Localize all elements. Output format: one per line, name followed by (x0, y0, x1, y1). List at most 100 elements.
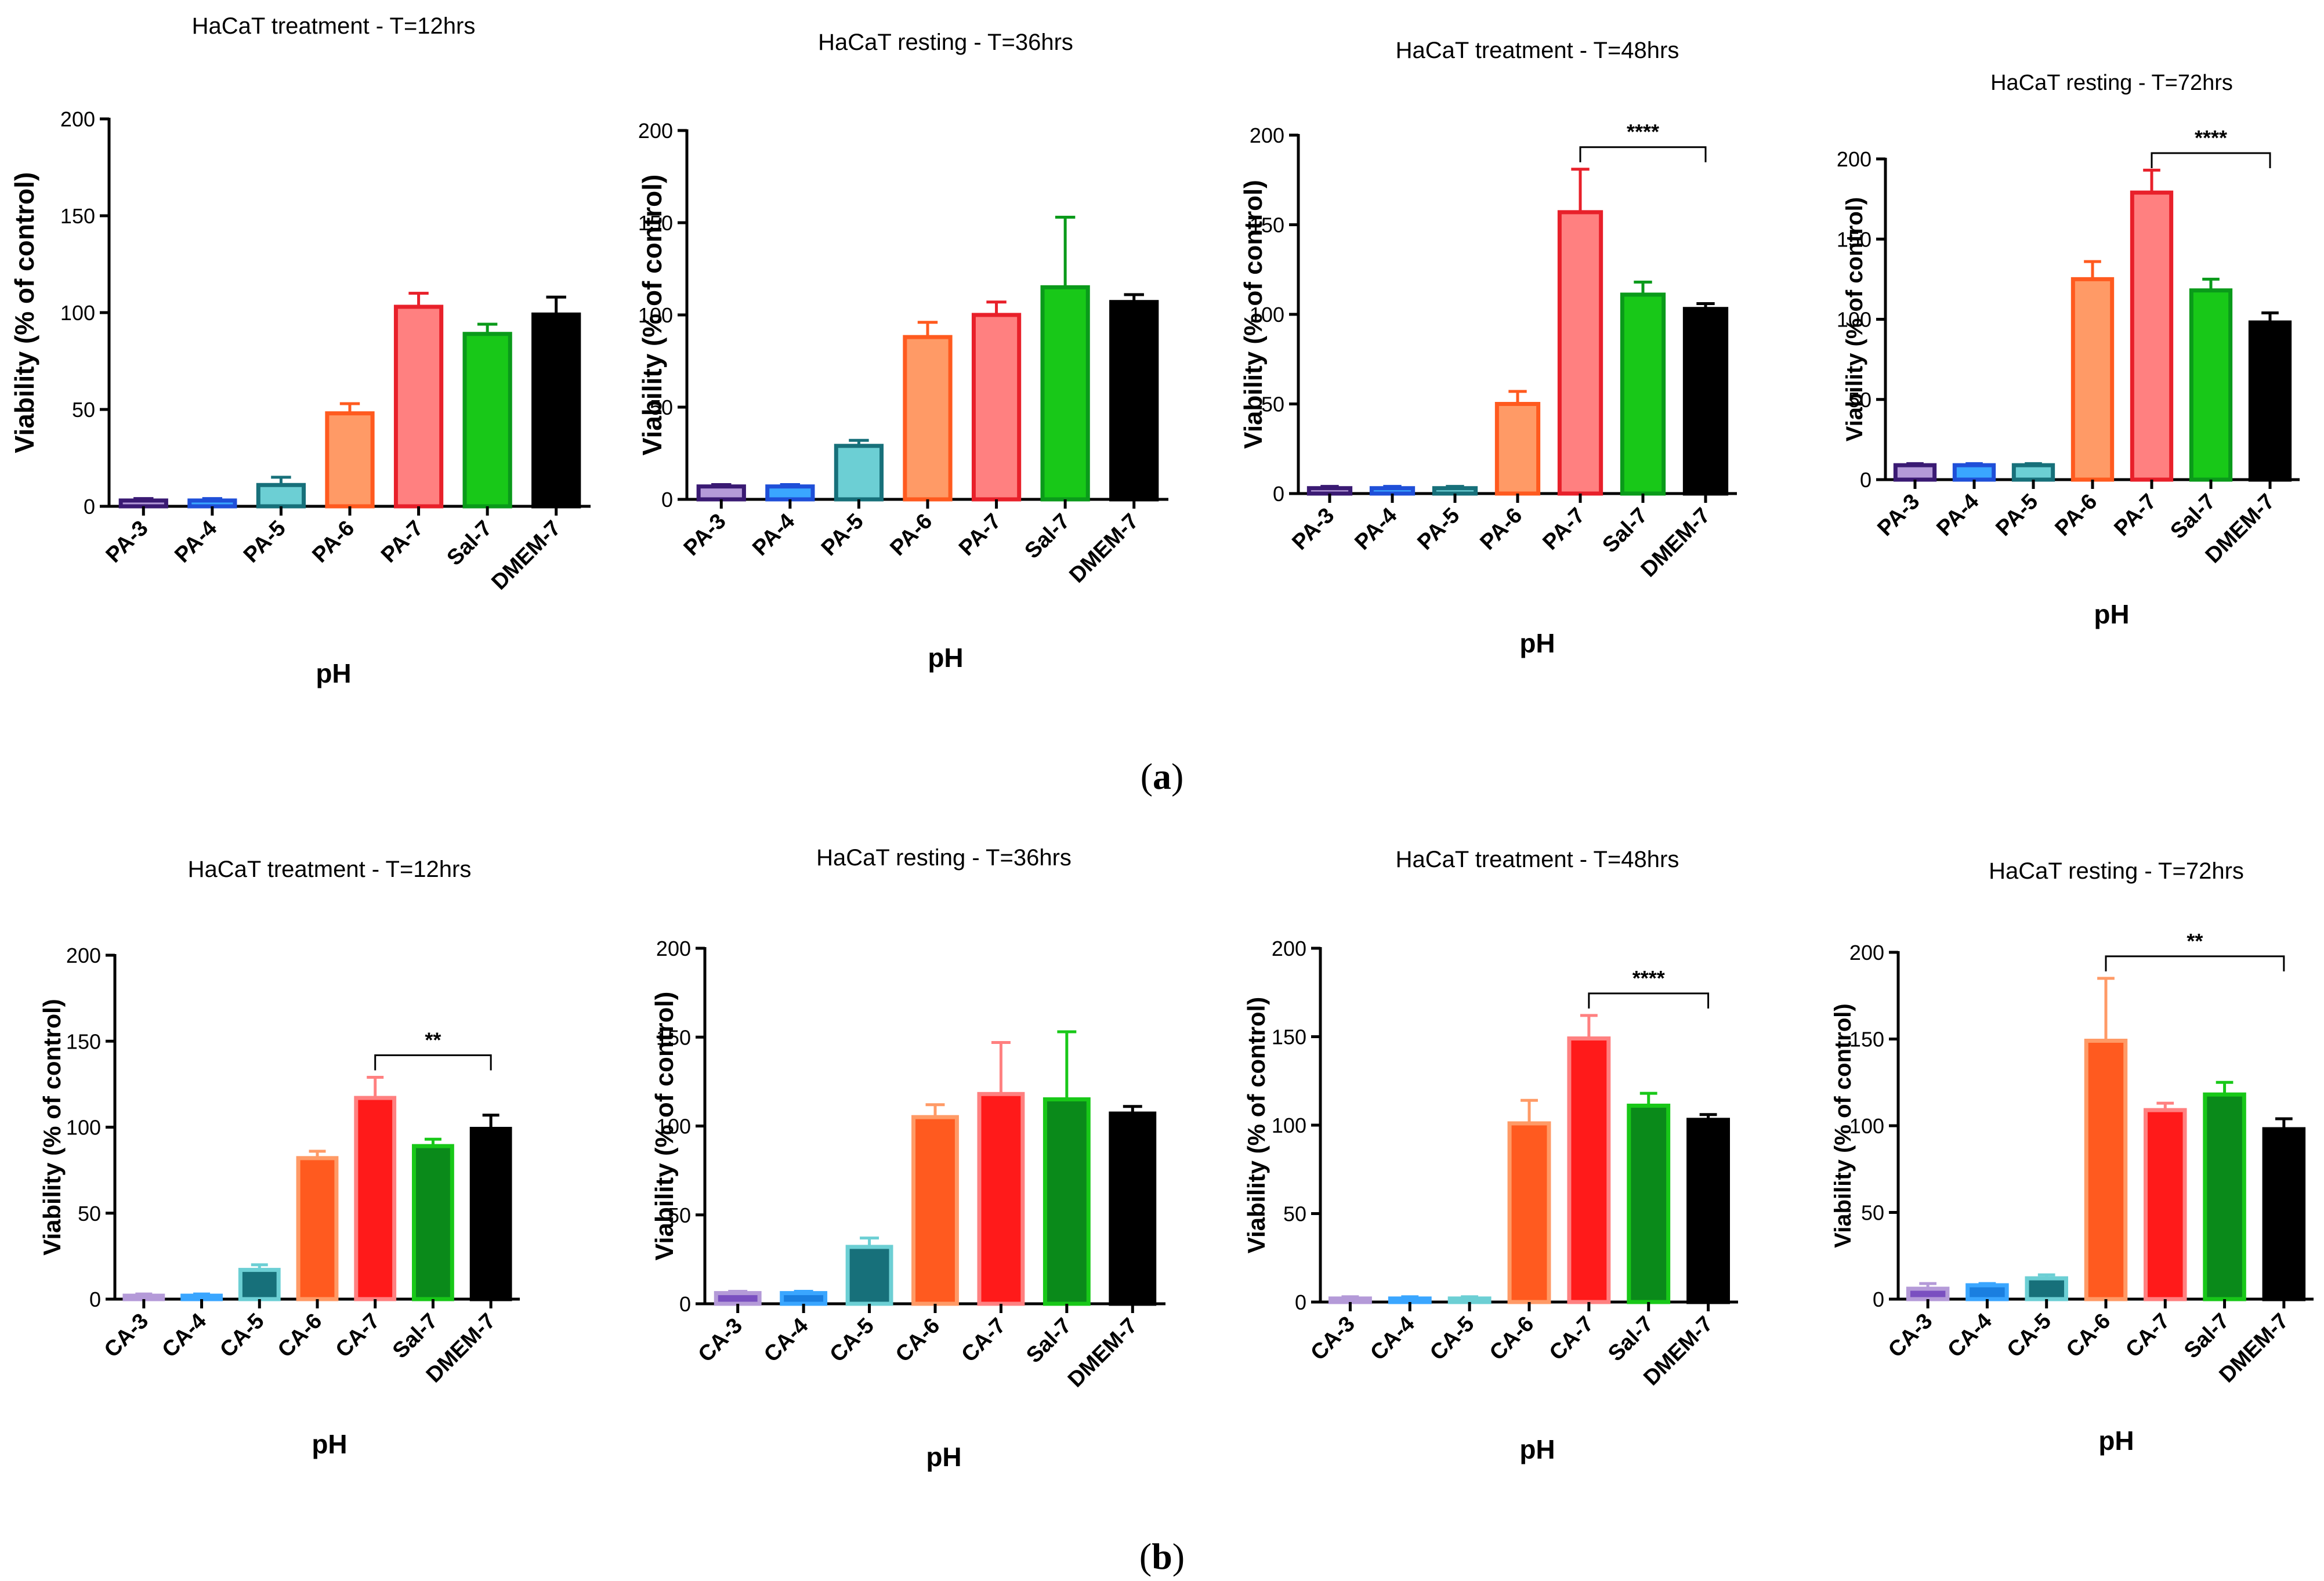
y-axis-label: Viability (% of control) (9, 172, 39, 454)
bar-PA-7 (393, 304, 444, 509)
bar-Sal-7 (2203, 1092, 2246, 1301)
y-tick-label: 50 (1848, 388, 1871, 412)
x-tick-label: PA-7 (377, 516, 428, 568)
x-tick-label: PA-5 (1991, 489, 2043, 541)
y-tick-label: 0 (661, 488, 673, 512)
significance-bracket (2151, 152, 2271, 168)
bar-Sal-7 (462, 332, 512, 509)
bar-CA-4 (180, 1293, 223, 1301)
y-tick-label: 150 (1837, 227, 1871, 251)
x-tick-label: Sal-7 (388, 1309, 443, 1364)
x-tick-label: PA-4 (1932, 489, 1983, 541)
bar-PA-6 (1494, 402, 1541, 496)
bar-DMEM-7 (2262, 1127, 2306, 1301)
x-tick-label: CA-3 (1306, 1312, 1359, 1365)
bar-Sal-7 (1620, 292, 1666, 496)
significance-bracket (2105, 955, 2285, 971)
x-axis-label: pH (316, 658, 351, 688)
significance-label: **** (1632, 966, 1665, 990)
y-tick-label: 0 (679, 1292, 691, 1316)
bar-CA-5 (2025, 1276, 2068, 1301)
y-axis-label: Viability (% of control) (1243, 997, 1270, 1254)
x-tick-label: CA-6 (1485, 1312, 1539, 1365)
y-tick-label: 150 (1250, 213, 1284, 237)
y-tick-label: 0 (1860, 468, 1871, 492)
x-tick-label: PA-6 (1475, 503, 1527, 555)
y-tick-label: 150 (638, 211, 673, 235)
y-tick-label: 0 (1295, 1290, 1306, 1314)
significance-label: **** (2195, 126, 2227, 150)
significance-bracket (1579, 146, 1707, 162)
y-tick-label: 50 (78, 1202, 101, 1225)
chart-title: HaCaT treatment - T=48hrs (1396, 38, 1679, 63)
chart-title: HaCaT treatment - T=48hrs (1396, 847, 1679, 872)
bar-Sal-7 (1042, 1097, 1091, 1306)
bar-Sal-7 (412, 1144, 454, 1301)
bar-DMEM-7 (1109, 1111, 1157, 1306)
x-tick-label: Sal-7 (1022, 1314, 1076, 1368)
significance-bracket (1588, 992, 1710, 1009)
y-axis-label: Viability (% of control) (1830, 1003, 1856, 1248)
x-axis-label: pH (2094, 599, 2129, 629)
chart-title: HaCaT resting - T=72hrs (1990, 71, 2233, 95)
y-tick-label: 200 (1272, 937, 1306, 960)
bar-CA-7 (2144, 1108, 2187, 1301)
x-tick-label: CA-6 (273, 1309, 327, 1362)
x-tick-label: CA-7 (1545, 1312, 1598, 1365)
significance-label: ** (425, 1028, 441, 1052)
bar-PA-5 (2011, 463, 2055, 482)
y-tick-label: 200 (656, 937, 691, 960)
y-tick-label: 100 (60, 301, 95, 325)
x-tick-label: CA-3 (1884, 1309, 1937, 1362)
bar-CA-6 (1507, 1121, 1551, 1304)
bar-DMEM-7 (1682, 307, 1729, 496)
bar-PA-4 (765, 484, 815, 502)
chart-2: HaCaT resting - T=36hrs 0 50 100 150 200 Viabi… (637, 30, 1168, 673)
x-tick-label: CA-3 (694, 1314, 747, 1367)
panel-label-a: (a) (1141, 756, 1184, 797)
bar-DMEM-7 (469, 1126, 512, 1301)
y-tick-label: 100 (1837, 308, 1871, 332)
bar-PA-3 (118, 498, 168, 509)
x-tick-label: PA-5 (1413, 503, 1464, 555)
x-tick-label: CA-7 (2121, 1309, 2174, 1362)
y-tick-label: 0 (1273, 482, 1284, 506)
bar-DMEM-7 (1686, 1118, 1731, 1304)
x-tick-label: PA-3 (1287, 503, 1339, 555)
y-axis-label: Viability (% of control) (1842, 197, 1867, 442)
y-tick-label: 200 (66, 944, 101, 967)
x-axis-label: pH (926, 1442, 961, 1472)
bar-PA-3 (696, 484, 746, 502)
y-tick-label: 100 (1849, 1114, 1884, 1138)
x-tick-label: PA-6 (307, 516, 359, 568)
y-tick-label: 50 (650, 396, 673, 419)
y-tick-label: 200 (1849, 941, 1884, 964)
x-tick-label: Sal-7 (1020, 509, 1075, 564)
bar-DMEM-7 (2248, 320, 2292, 482)
x-tick-label: PA-4 (748, 509, 799, 561)
x-tick-label: Sal-7 (2166, 489, 2220, 544)
charts-layer: HaCaT treatment - T=12hrs 0 50 100 150 200 Via… (9, 13, 2314, 1472)
significance-label: ** (2187, 929, 2203, 953)
y-tick-label: 50 (1261, 393, 1284, 416)
x-tick-label: CA-3 (100, 1309, 153, 1362)
x-tick-label: Sal-7 (1598, 503, 1652, 558)
y-tick-label: 100 (1250, 303, 1284, 327)
bar-PA-3 (1306, 486, 1353, 496)
x-tick-label: CA-7 (331, 1309, 385, 1362)
x-tick-label: PA-5 (239, 516, 291, 568)
y-tick-label: 150 (66, 1029, 101, 1053)
y-axis-label: Viability (% of control) (650, 992, 679, 1261)
x-tick-label: CA-7 (957, 1314, 1010, 1367)
bar-DMEM-7 (1109, 300, 1159, 502)
x-tick-label: PA-4 (170, 516, 222, 568)
y-tick-label: 150 (1849, 1028, 1884, 1051)
bar-CA-3 (122, 1293, 165, 1301)
bar-PA-5 (1432, 486, 1478, 496)
y-tick-label: 100 (1272, 1114, 1306, 1137)
x-tick-label: PA-4 (1350, 503, 1402, 555)
bar-PA-7 (971, 313, 1022, 502)
bar-CA-4 (780, 1291, 828, 1306)
bar-Sal-7 (1040, 285, 1090, 502)
